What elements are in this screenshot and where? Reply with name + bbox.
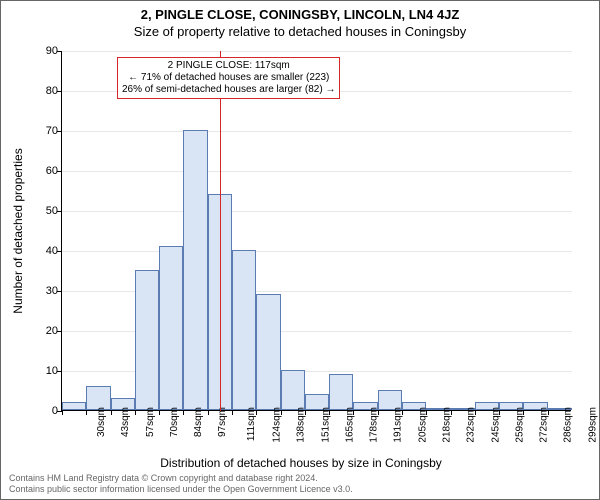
- x-tick-mark: [86, 410, 87, 415]
- x-tick-mark: [62, 410, 63, 415]
- histogram-bar: [256, 294, 280, 410]
- chart-subtitle: Size of property relative to detached ho…: [1, 24, 599, 39]
- x-tick-mark: [159, 410, 160, 415]
- y-tick-mark: [57, 131, 62, 132]
- reference-line: [220, 51, 221, 411]
- x-tick-label: 57sqm: [145, 407, 156, 437]
- x-tick-label: 30sqm: [96, 407, 107, 437]
- x-tick-label: 84sqm: [193, 407, 204, 437]
- y-tick-mark: [57, 331, 62, 332]
- y-tick-mark: [57, 211, 62, 212]
- y-tick-mark: [57, 171, 62, 172]
- y-tick-mark: [57, 371, 62, 372]
- chart-container: 2, PINGLE CLOSE, CONINGSBY, LINCOLN, LN4…: [0, 0, 600, 500]
- footer-line2: Contains public sector information licen…: [9, 484, 353, 495]
- x-tick-mark: [426, 410, 427, 415]
- plot-area: 010203040506070809030sqm43sqm57sqm70sqm8…: [61, 51, 571, 411]
- annotation-box: 2 PINGLE CLOSE: 117sqm← 71% of detached …: [117, 57, 340, 99]
- gridline: [62, 211, 572, 212]
- x-axis-label: Distribution of detached houses by size …: [1, 456, 600, 470]
- annotation-line: ← 71% of detached houses are smaller (22…: [122, 72, 335, 84]
- histogram-bar: [232, 250, 256, 410]
- histogram-bar: [135, 270, 159, 410]
- x-tick-mark: [183, 410, 184, 415]
- x-tick-mark: [402, 410, 403, 415]
- gridline: [62, 171, 572, 172]
- y-tick-label: 70: [28, 125, 58, 137]
- y-tick-label: 20: [28, 325, 58, 337]
- x-tick-mark: [548, 410, 549, 415]
- histogram-bar: [183, 130, 207, 410]
- histogram-bar: [329, 374, 353, 410]
- annotation-line: 26% of semi-detached houses are larger (…: [122, 84, 335, 96]
- y-tick-label: 40: [28, 245, 58, 257]
- gridline: [62, 51, 572, 52]
- x-tick-mark: [208, 410, 209, 415]
- footer-line1: Contains HM Land Registry data © Crown c…: [9, 473, 353, 484]
- y-axis-label: Number of detached properties: [11, 148, 25, 313]
- y-tick-mark: [57, 51, 62, 52]
- y-tick-label: 80: [28, 85, 58, 97]
- x-tick-mark: [232, 410, 233, 415]
- x-tick-mark: [305, 410, 306, 415]
- x-tick-mark: [475, 410, 476, 415]
- y-tick-label: 90: [28, 45, 58, 57]
- gridline: [62, 251, 572, 252]
- x-tick-mark: [111, 410, 112, 415]
- x-tick-mark: [378, 410, 379, 415]
- x-tick-label: 286sqm: [563, 407, 574, 443]
- y-tick-label: 50: [28, 205, 58, 217]
- y-tick-label: 30: [28, 285, 58, 297]
- y-tick-label: 10: [28, 365, 58, 377]
- x-tick-label: 97sqm: [217, 407, 228, 437]
- x-tick-mark: [499, 410, 500, 415]
- x-tick-label: 43sqm: [120, 407, 131, 437]
- y-tick-mark: [57, 291, 62, 292]
- x-tick-mark: [135, 410, 136, 415]
- histogram-bar: [281, 370, 305, 410]
- histogram-bar: [159, 246, 183, 410]
- x-tick-mark: [353, 410, 354, 415]
- x-tick-label: 70sqm: [169, 407, 180, 437]
- x-tick-mark: [523, 410, 524, 415]
- x-tick-mark: [281, 410, 282, 415]
- gridline: [62, 131, 572, 132]
- x-tick-mark: [256, 410, 257, 415]
- x-tick-label: 111sqm: [246, 407, 257, 441]
- y-tick-mark: [57, 91, 62, 92]
- y-tick-label: 0: [28, 405, 58, 417]
- annotation-line: 2 PINGLE CLOSE: 117sqm: [122, 60, 335, 72]
- x-tick-mark: [329, 410, 330, 415]
- chart-title-address: 2, PINGLE CLOSE, CONINGSBY, LINCOLN, LN4…: [1, 7, 599, 22]
- y-tick-mark: [57, 251, 62, 252]
- y-tick-label: 60: [28, 165, 58, 177]
- histogram-bar: [62, 402, 86, 410]
- x-tick-mark: [451, 410, 452, 415]
- footer-attribution: Contains HM Land Registry data © Crown c…: [9, 473, 353, 495]
- x-tick-label: 299sqm: [587, 407, 598, 443]
